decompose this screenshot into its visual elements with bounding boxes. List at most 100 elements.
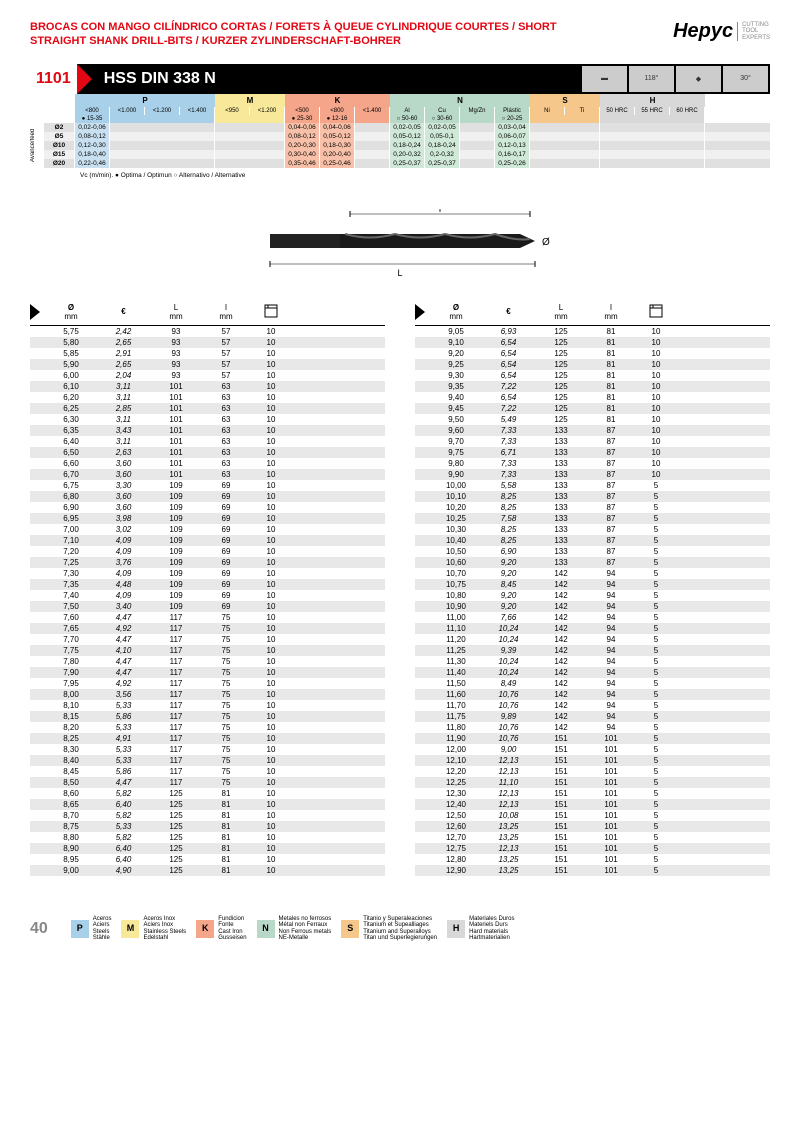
data-row: 12,10 12,13 151 101 5	[415, 755, 770, 766]
spec-icon-angle1: 118°	[629, 66, 674, 92]
data-row: 12,30 12,13 151 101 5	[415, 788, 770, 799]
data-row: 7,90 4,47 117 75 10	[30, 667, 385, 678]
data-row: 9,00 4,90 125 81 10	[30, 865, 385, 876]
material-desc: Materiales DurosMateriels DursHard mater…	[469, 916, 514, 942]
material-legend: Vc (m/min). ● Optima / Optimun ○ Alterna…	[80, 172, 770, 179]
material-desc: Aceros InoxAciers InoxStainless SteelsEd…	[143, 916, 186, 942]
sub-header-cell: 50 HRC	[600, 107, 635, 115]
data-row: 5,75 2,42 93 57 10	[30, 326, 385, 337]
data-row: 6,75 3,30 109 69 10	[30, 480, 385, 491]
data-row: 12,60 13,25 151 101 5	[415, 821, 770, 832]
data-row: 9,10 6,54 125 81 10	[415, 337, 770, 348]
data-row: 11,50 8,49 142 94 5	[415, 678, 770, 689]
data-row: 8,80 5,82 125 81 10	[30, 832, 385, 843]
sub-header-cell: <800	[320, 107, 355, 115]
feed-label: Avance/feed	[30, 123, 44, 168]
data-row: 6,35 3,43 101 63 10	[30, 425, 385, 436]
data-row: 12,40 12,13 151 101 5	[415, 799, 770, 810]
logo-tagline: CUTTINGTOOLEXPERTS	[737, 22, 770, 42]
sub-header-cell: Ti	[565, 107, 600, 115]
material-code-box: N	[257, 920, 275, 938]
data-row: 9,50 5,49 125 81 10	[415, 414, 770, 425]
data-row: 7,35 4,48 109 69 10	[30, 579, 385, 590]
svg-text:I: I	[439, 209, 442, 214]
product-title: HSS DIN 338 N	[104, 70, 582, 88]
data-row: 9,40 6,54 125 81 10	[415, 392, 770, 403]
data-row: 11,25 9,39 142 94 5	[415, 645, 770, 656]
data-row: 10,00 5,58 133 87 5	[415, 480, 770, 491]
sub-header-cell: <1.200	[145, 107, 180, 115]
material-table: P M K N S H <800<1.000<1.200<1.400<950<1…	[30, 94, 770, 168]
data-row: 9,45 7,22 125 81 10	[415, 403, 770, 414]
data-row: 11,70 10,76 142 94 5	[415, 700, 770, 711]
sub-header-cell: Plástic	[495, 107, 530, 115]
data-row: 7,95 4,92 117 75 10	[30, 678, 385, 689]
data-row: 11,80 10,76 142 94 5	[415, 722, 770, 733]
arrow-icon	[77, 64, 92, 94]
data-header: Ømm € Lmm Imm	[30, 299, 385, 326]
drill-diagram: I Ø L	[30, 209, 770, 279]
data-row: 8,50 4,47 117 75 10	[30, 777, 385, 788]
data-row: 8,60 5,82 125 81 10	[30, 788, 385, 799]
footer-legend-item: K FundicionFonteCast IronGusseisen	[196, 916, 246, 942]
data-row: 12,00 9,00 151 101 5	[415, 744, 770, 755]
svg-text:Ø: Ø	[542, 237, 550, 248]
sub-header-cell: 55 HRC	[635, 107, 670, 115]
data-row: 8,75 5,33 125 81 10	[30, 821, 385, 832]
mat-header-h: H	[600, 94, 705, 107]
data-row: 6,90 3,60 109 69 10	[30, 502, 385, 513]
sub-header-cell: Al	[390, 107, 425, 115]
data-header: Ømm € Lmm Imm	[415, 299, 770, 326]
material-code-box: P	[71, 920, 89, 938]
data-row: 8,45 5,86 117 75 10	[30, 766, 385, 777]
data-row: 10,75 8,45 142 94 5	[415, 579, 770, 590]
data-row: 8,10 5,33 117 75 10	[30, 700, 385, 711]
spec-icon: ◆	[676, 66, 721, 92]
sub-header-cell: Ni	[530, 107, 565, 115]
data-row: 9,05 6,93 125 81 10	[415, 326, 770, 337]
data-row: 6,60 3,60 101 63 10	[30, 458, 385, 469]
data-row: 9,30 6,54 125 81 10	[415, 370, 770, 381]
data-row: 11,30 10,24 142 94 5	[415, 656, 770, 667]
data-row: 10,80 9,20 142 94 5	[415, 590, 770, 601]
data-row: 10,90 9,20 142 94 5	[415, 601, 770, 612]
mat-header-k: K	[285, 94, 390, 107]
page-title: BROCAS CON MANGO CILÍNDRICO CORTAS / FOR…	[30, 20, 570, 49]
data-row: 8,90 6,40 125 81 10	[30, 843, 385, 854]
data-row: 12,70 13,25 151 101 5	[415, 832, 770, 843]
material-code-box: M	[121, 920, 139, 938]
logo-text: Hepyc	[673, 20, 733, 43]
data-row: 12,25 11,10 151 101 5	[415, 777, 770, 788]
material-row: Ø150,18-0,400,30-0,400,20-0,400,20-0,320…	[44, 150, 770, 159]
sub-header-cell: <1.400	[180, 107, 215, 115]
data-row: 10,25 7,58 133 87 5	[415, 513, 770, 524]
data-row: 6,25 2,85 101 63 10	[30, 403, 385, 414]
material-row: Ø50,08-0,120,08-0,120,05-0,120,05-0,120,…	[44, 132, 770, 141]
data-row: 7,70 4,47 117 75 10	[30, 634, 385, 645]
data-row: 8,00 3,56 117 75 10	[30, 689, 385, 700]
data-row: 9,80 7,33 133 87 10	[415, 458, 770, 469]
header: BROCAS CON MANGO CILÍNDRICO CORTAS / FOR…	[30, 20, 770, 49]
data-row: 10,30 8,25 133 87 5	[415, 524, 770, 535]
sub-header-cell: 60 HRC	[670, 107, 705, 115]
spec-icon: ▬	[582, 66, 627, 92]
sub-header-cell: <500	[285, 107, 320, 115]
data-row: 5,85 2,91 93 57 10	[30, 348, 385, 359]
arrow-icon	[30, 304, 40, 320]
data-row: 6,50 2,63 101 63 10	[30, 447, 385, 458]
material-row: Ø100,12-0,300,20-0,300,18-0,300,18-0,240…	[44, 141, 770, 150]
data-row: 11,00 7,66 142 94 5	[415, 612, 770, 623]
data-row: 6,80 3,60 109 69 10	[30, 491, 385, 502]
data-row: 7,00 3,02 109 69 10	[30, 524, 385, 535]
data-row: 6,30 3,11 101 63 10	[30, 414, 385, 425]
data-row: 10,20 8,25 133 87 5	[415, 502, 770, 513]
data-row: 10,40 8,25 133 87 5	[415, 535, 770, 546]
data-row: 8,65 6,40 125 81 10	[30, 799, 385, 810]
material-code-box: H	[447, 920, 465, 938]
arrow-icon	[415, 304, 425, 320]
data-row: 6,70 3,60 101 63 10	[30, 469, 385, 480]
data-row: 7,75 4,10 117 75 10	[30, 645, 385, 656]
data-row: 7,10 4,09 109 69 10	[30, 535, 385, 546]
data-row: 9,60 7,33 133 87 10	[415, 425, 770, 436]
material-desc: AcerosAciersSteelsStähle	[93, 916, 112, 942]
